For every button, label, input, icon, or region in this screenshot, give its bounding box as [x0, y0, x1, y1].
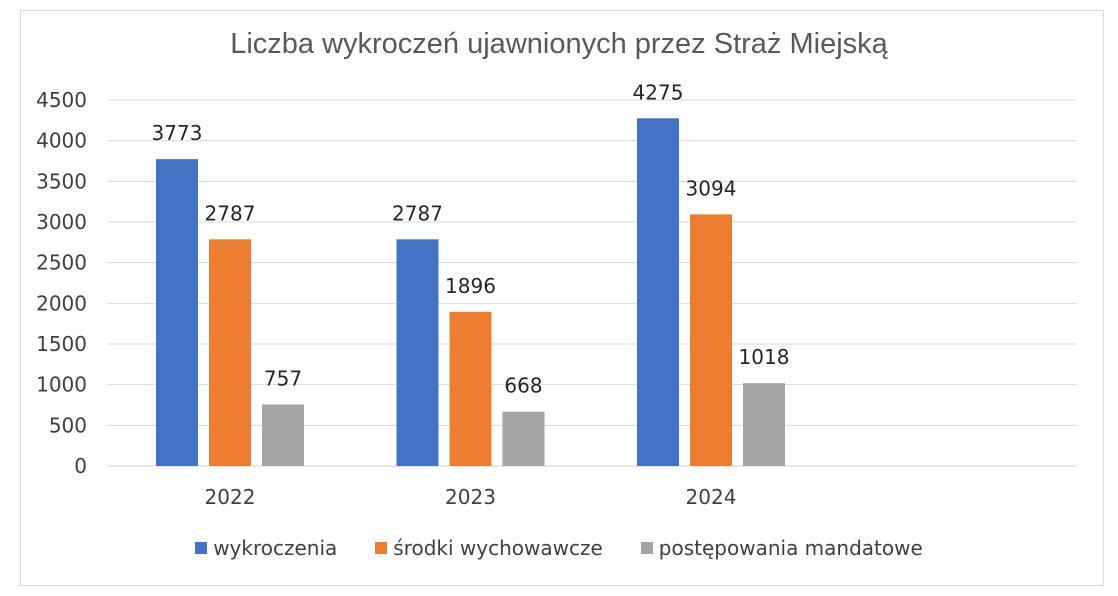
- bar: [209, 239, 251, 466]
- x-tick-label: 2024: [686, 485, 737, 509]
- bar: [637, 118, 679, 467]
- data-label: 2787: [205, 201, 256, 225]
- y-tick-label: 4000: [36, 129, 87, 153]
- y-tick-label: 2000: [36, 291, 87, 315]
- legend-label: wykroczenia: [213, 536, 338, 560]
- data-label: 4275: [633, 80, 684, 104]
- y-tick-label: 3500: [36, 169, 87, 193]
- bar: [396, 239, 439, 466]
- legend: wykroczenia środki wychowawcze postępowani…: [0, 536, 1118, 560]
- bar: [502, 411, 545, 466]
- chart-title: Liczba wykroczeń ujawnionych przez Straż…: [230, 28, 888, 60]
- bar: [449, 311, 492, 466]
- bar: [743, 383, 785, 466]
- legend-item: postępowania mandatowe: [640, 536, 923, 560]
- y-tick-label: 2500: [36, 251, 87, 275]
- legend-swatch: [375, 542, 388, 554]
- legend-item: wykroczenia: [195, 536, 337, 560]
- legend-swatch: [195, 542, 208, 554]
- data-label: 3094: [686, 176, 737, 200]
- data-label: 1896: [445, 274, 496, 298]
- y-tick-label: 4500: [36, 88, 87, 112]
- legend-label: środki wychowawcze: [393, 536, 603, 560]
- y-tick-label: 1000: [36, 373, 87, 397]
- bar: [262, 404, 304, 466]
- data-label: 757: [264, 366, 302, 390]
- legend-swatch: [640, 542, 653, 554]
- legend-item: środki wychowawcze: [375, 536, 603, 560]
- bar: [156, 159, 198, 466]
- y-tick-label: 0: [74, 454, 87, 478]
- x-tick-label: 2023: [445, 485, 496, 509]
- bar: [690, 214, 732, 466]
- y-tick-label: 500: [49, 413, 87, 437]
- data-label: 2787: [392, 201, 443, 225]
- data-label: 668: [504, 374, 542, 398]
- data-label: 1018: [739, 345, 790, 369]
- y-tick-label: 3000: [36, 210, 87, 234]
- legend-label: postępowania mandatowe: [658, 536, 923, 560]
- data-label: 3773: [152, 121, 203, 145]
- y-tick-label: 1500: [36, 332, 87, 356]
- x-tick-label: 2022: [205, 485, 256, 509]
- chart-frame: [20, 10, 1104, 586]
